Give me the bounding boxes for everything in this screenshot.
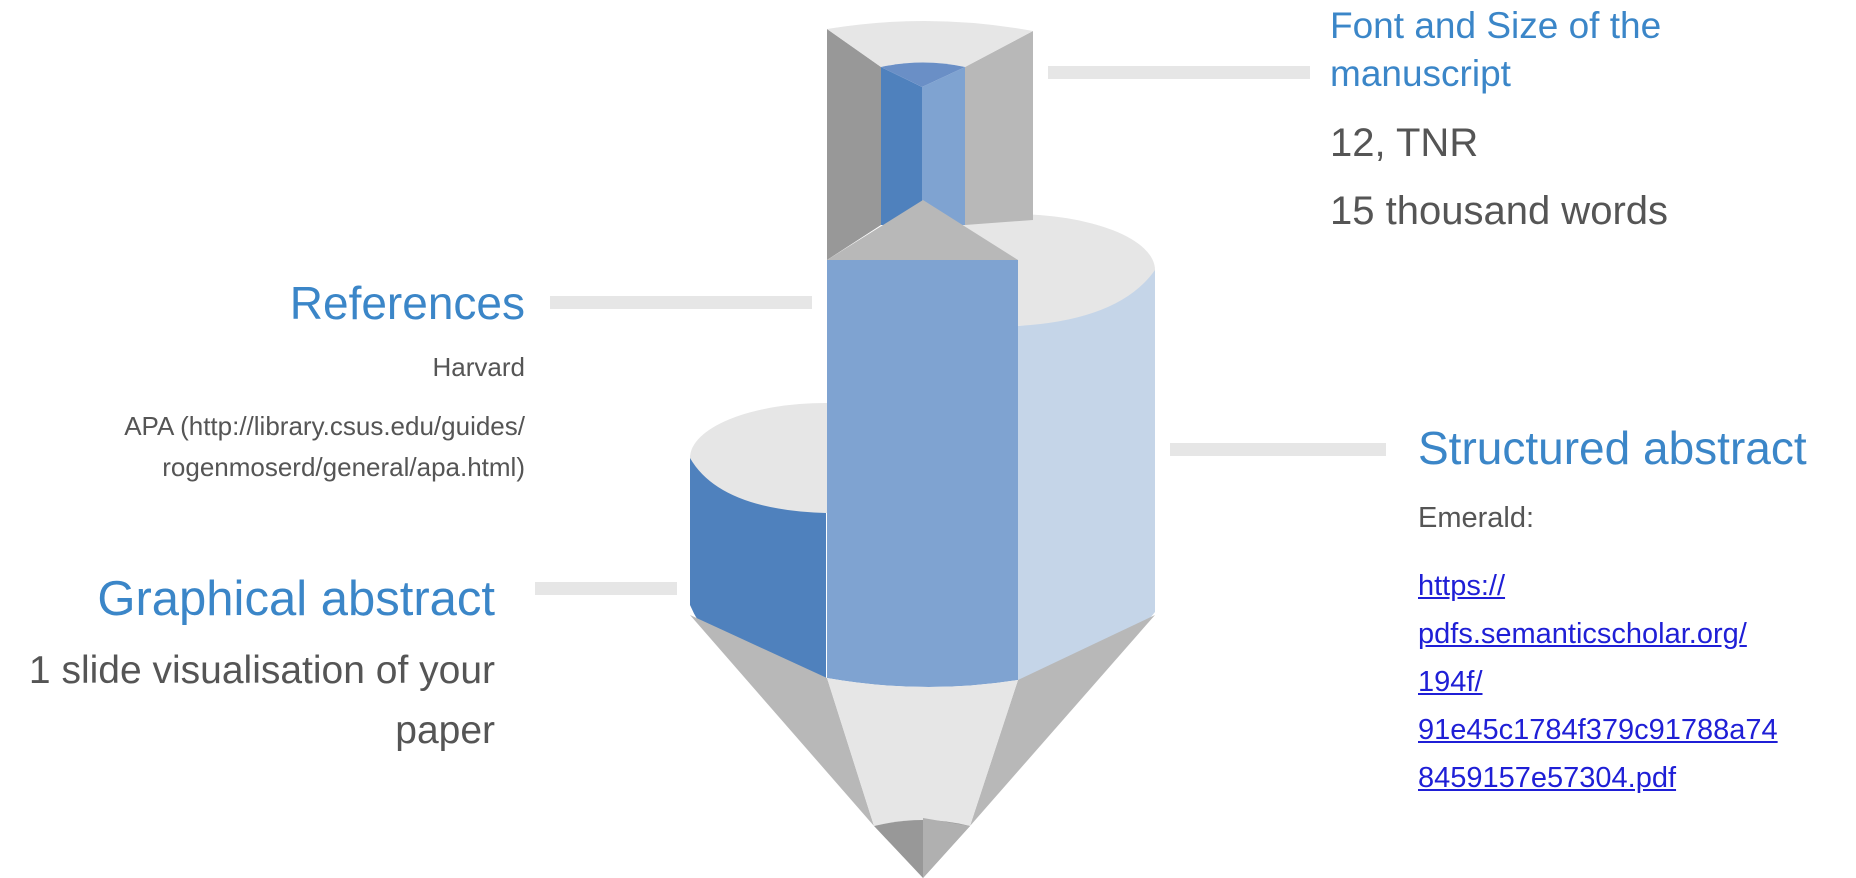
structured-abstract-heading: Structured abstract (1418, 422, 1807, 474)
top-box-top (827, 20, 1033, 67)
connector-references (550, 296, 812, 309)
left-cylinder-face (690, 458, 826, 678)
right-cylinder-face (1018, 270, 1155, 680)
graphical-abstract-line-1: 1 slide visualisation of your (28, 649, 495, 692)
references-heading: References (289, 277, 525, 329)
top-inner-mid-blue (922, 67, 965, 225)
cone-front-face (827, 678, 1018, 826)
connector-graphical-abstract (535, 582, 677, 595)
font-size-heading: Font and Size of the manuscript (1330, 5, 1662, 94)
references-line-2a: APA (http://library.csus.edu/guides/ (124, 411, 525, 441)
lead-tip-highlight (923, 818, 970, 878)
references-line-1: Harvard (432, 352, 525, 382)
font-size-line-1: 12, TNR (1330, 121, 1479, 165)
cone-right-face (970, 615, 1155, 826)
structured-abstract-link-5[interactable]: 8459157e57304.pdf (1418, 762, 1677, 794)
center-column-face (827, 260, 1018, 688)
graphical-abstract-heading: Graphical abstract (97, 572, 495, 626)
structured-abstract-link-3[interactable]: 194f/ (1418, 666, 1483, 698)
references-line-2b: rogenmoserd/general/apa.html) (162, 452, 525, 482)
structured-abstract-link-2[interactable]: pdfs.semanticscholar.org/ (1418, 618, 1747, 650)
font-size-line-2: 15 thousand words (1330, 189, 1669, 233)
top-box-bottom-facet (827, 200, 1018, 260)
structured-abstract-label: Emerald: (1418, 502, 1535, 534)
graphical-abstract-line-2: paper (395, 709, 495, 752)
connector-structured-abstract (1170, 443, 1386, 456)
top-inner-top (881, 62, 965, 87)
structured-abstract-link-1[interactable]: https:// (1418, 570, 1506, 602)
top-box-right-face (965, 31, 1033, 225)
top-box-left-face (827, 29, 881, 260)
connector-font-size (1048, 66, 1310, 79)
cone-left-face (690, 615, 874, 826)
top-inner-dark-blue (881, 67, 922, 225)
structured-abstract-link-4[interactable]: 91e45c1784f379c91788a74 (1418, 714, 1778, 746)
